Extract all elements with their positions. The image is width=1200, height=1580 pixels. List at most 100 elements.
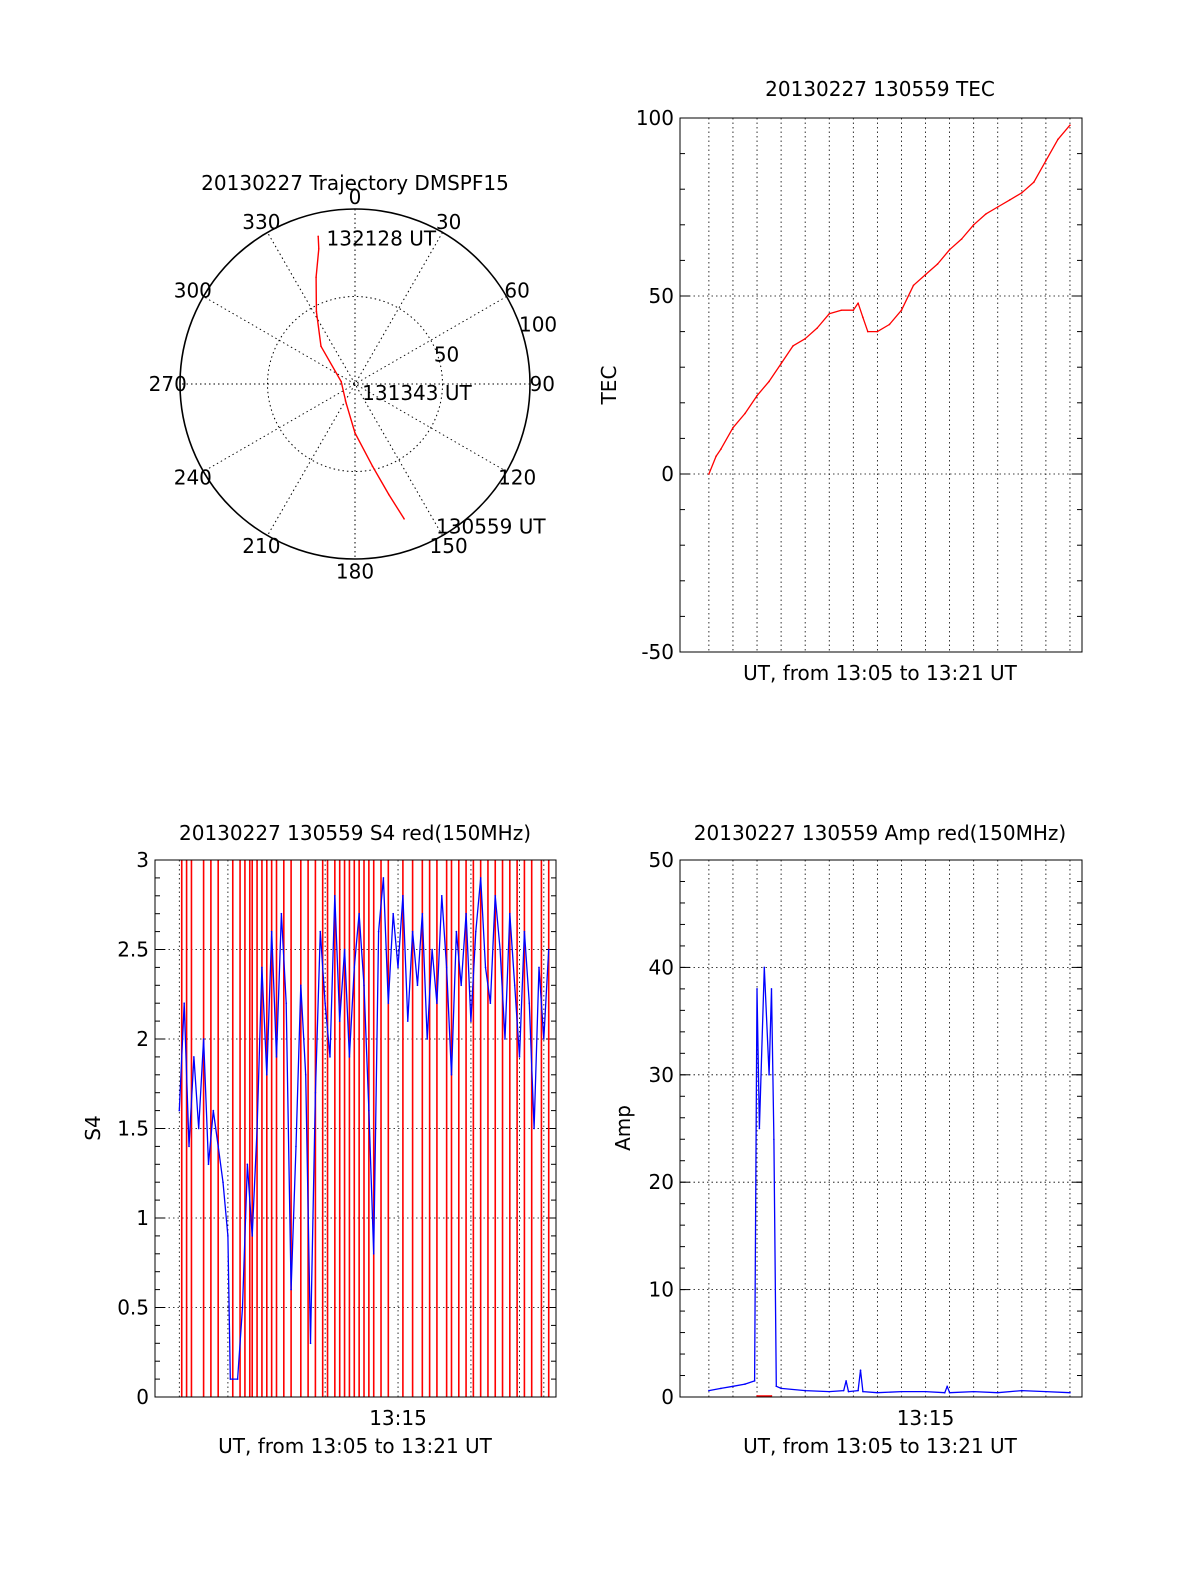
tec-series-0-point-17	[876, 330, 879, 333]
tec-ytick-label-3: 100	[636, 106, 674, 130]
s4-series-1-point-39	[363, 984, 365, 987]
s4-series-1-point-64	[484, 966, 487, 969]
s4-series-1-point-46	[397, 966, 399, 969]
s4-series-1-point-3	[193, 1056, 195, 1058]
s4-xtick-label-0: 13:15	[369, 1406, 427, 1430]
s4-series-1-point-19	[265, 1074, 268, 1076]
tec-series-0-point-20	[912, 284, 915, 287]
s4-series-1-point-17	[256, 1127, 258, 1130]
tec-series-0-point-2	[720, 448, 722, 450]
amp-series-0-point-16	[845, 1380, 847, 1382]
polar-track-point-10	[403, 518, 405, 520]
tec-ytick-label-2: 50	[649, 284, 674, 308]
s4-series-1-point-23	[285, 1002, 288, 1004]
polar-annotation-2: 130559 UT	[436, 514, 546, 538]
amp-ytick-label-3: 30	[649, 1063, 674, 1087]
s4-series-1-point-13	[236, 1378, 239, 1380]
s4-series-1-point-28	[309, 1342, 312, 1345]
s4-ytick-label-4: 2	[136, 1027, 149, 1051]
s4-series-1-point-15	[246, 1163, 249, 1166]
amp-series-0-point-0	[708, 1389, 710, 1392]
polar-angle-label-8: 240	[174, 466, 212, 490]
tec-panel: 20130227 130559 TEC UT, from 13:05 to 13…	[597, 77, 1083, 685]
tec-xlabel: UT, from 13:05 to 13:21 UT	[743, 661, 1018, 685]
s4-series-1-point-42	[377, 930, 380, 933]
polar-track-point-7	[354, 432, 356, 434]
s4-ytick-label-6: 3	[136, 848, 149, 872]
s4-series-1-point-75	[538, 966, 540, 969]
s4-series-1-point-10	[227, 1235, 229, 1237]
amp-series-0-point-21	[876, 1391, 879, 1394]
amp-ytick-label-0: 0	[661, 1385, 674, 1409]
amp-series-0-point-13	[804, 1389, 806, 1392]
amp-ytick-label-4: 40	[649, 955, 674, 979]
s4-series-1-point-9	[222, 1181, 224, 1183]
polar-angle-label-9: 270	[149, 372, 187, 396]
s4-series-1-point-38	[358, 912, 360, 915]
tec-series-0-point-28	[1008, 199, 1011, 201]
s4-panel: 20130227 130559 S4 red(150MHz) UT, from …	[81, 821, 557, 1458]
tec-series-0-point-0	[708, 473, 710, 475]
s4-series-1-point-40	[368, 1109, 370, 1112]
s4-series-1-point-12	[231, 1378, 234, 1380]
polar-angle-label-0: 0	[349, 185, 362, 209]
s4-series-1-point-69	[509, 912, 511, 915]
polar-angle-label-10: 300	[174, 278, 212, 302]
s4-series-1-point-43	[382, 877, 385, 879]
polar-track-point-3	[315, 310, 318, 313]
tec-series-0-point-32	[1057, 138, 1059, 141]
s4-series-1-point-8	[217, 1145, 219, 1148]
amp-series-0-point-23	[924, 1390, 927, 1393]
tec-series-0-point-18	[888, 323, 891, 326]
s4-series-1-point-41	[372, 1253, 375, 1255]
amp-series-0-point-12	[780, 1387, 782, 1390]
s4-series-1-point-49	[411, 930, 414, 933]
amp-series-0-point-3	[744, 1383, 746, 1385]
amp-ytick-label-2: 20	[649, 1170, 674, 1194]
s4-series-1-point-22	[280, 912, 283, 915]
polar-track-point-2	[315, 276, 317, 278]
amp-series-0-point-27	[972, 1390, 975, 1393]
amp-panel: 20130227 130559 Amp red(150MHz) UT, from…	[611, 821, 1083, 1458]
polar-ring-0	[267, 296, 443, 472]
s4-xlabel: UT, from 13:05 to 13:21 UT	[218, 1434, 493, 1458]
polar-angle-label-7: 210	[242, 534, 280, 558]
s4-series-1-point-4	[197, 1127, 200, 1130]
s4-ytick-label-0: 0	[136, 1385, 149, 1409]
s4-series-1-point-53	[431, 948, 433, 951]
s4-series-1-point-32	[329, 1056, 331, 1058]
s4-series-1-point-56	[445, 966, 448, 969]
s4-series-1-point-0	[178, 1109, 181, 1112]
polar-radius-label-0: 50	[434, 342, 459, 366]
amp-series-0-point-30	[1045, 1390, 1047, 1393]
s4-series-1-point-72	[523, 930, 526, 933]
amp-series-0-point-29	[1021, 1389, 1023, 1392]
tec-series-0-point-21	[924, 273, 927, 276]
tec-series-0-point-14	[857, 302, 859, 304]
polar-track-point-1	[317, 247, 320, 250]
s4-series-1-point-74	[533, 1127, 535, 1130]
s4-series-1-point-11	[229, 1378, 232, 1380]
polar-track-point-4	[320, 345, 322, 348]
s4-series-1-point-60	[465, 912, 467, 915]
s4-series-1-point-27	[304, 1074, 307, 1076]
trajectory-title: 20130227 Trajectory DMSPF15	[201, 171, 509, 195]
polar-angle-label-1: 30	[436, 210, 461, 234]
s4-series-1-point-24	[290, 1288, 292, 1291]
amp-plot: 0 10 20 30 40 50 13:15	[649, 848, 1083, 1430]
polar-angle-label-3: 90	[530, 372, 555, 396]
tec-series-0-point-9	[804, 337, 806, 340]
polar-track-point-9	[387, 493, 390, 496]
s4-series-1-point-16	[251, 1235, 254, 1237]
tec-series-0-point-30	[1033, 181, 1035, 183]
s4-ytick-label-2: 1	[136, 1206, 149, 1230]
s4-series-1-point-58	[455, 930, 458, 933]
s4-series-1-point-62	[475, 930, 477, 933]
amp-series-0-point-5	[756, 988, 758, 990]
tec-series-0-point-12	[840, 309, 843, 312]
tec-series-0-point-4	[744, 412, 746, 415]
tec-plot: -50 0 50 100	[636, 106, 1083, 664]
s4-series-1-point-44	[387, 1002, 390, 1004]
amp-ytick-label-1: 10	[649, 1278, 674, 1302]
